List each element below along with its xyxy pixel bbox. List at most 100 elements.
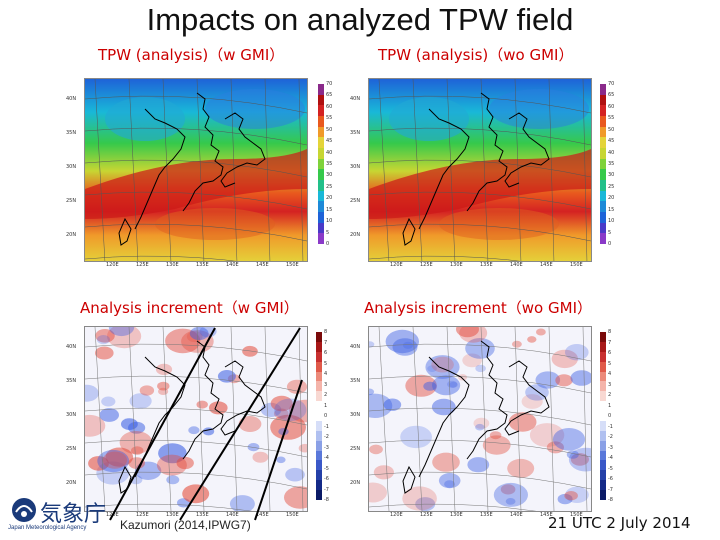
- colorbar-tick-label: -1: [608, 423, 613, 430]
- jma-logo-mark: 気象庁: [40, 502, 107, 527]
- colorbar-tick-label: -5: [608, 465, 613, 472]
- latitude-label: 30N: [350, 412, 361, 418]
- latitude-label: 35N: [66, 130, 77, 136]
- colorbar-tick-label: -3: [608, 444, 613, 451]
- colorbar-tick-label: 7: [324, 339, 328, 346]
- colorbar-tick-label: -7: [324, 486, 329, 493]
- colorbar-tick-label: 20: [608, 195, 615, 202]
- colorbar-tick-label: 45: [326, 138, 333, 145]
- longitude-label: 130E: [450, 262, 463, 268]
- colorbar-tick-label: 1: [608, 402, 612, 409]
- latitude-label: 40N: [66, 96, 77, 102]
- colorbar-tick-label: 3: [608, 381, 612, 388]
- longitude-label: 150E: [570, 512, 583, 518]
- colorbar-tick-label: 55: [326, 115, 333, 122]
- colorbar-tick-label: 5: [324, 360, 328, 367]
- colorbar-tick-label: 45: [608, 138, 615, 145]
- colorbar-tick-label: 2: [608, 392, 612, 398]
- colorbar-tick-label: 20: [326, 195, 333, 202]
- longitude-label: 130E: [450, 512, 463, 518]
- colorbar-tick-label: 15: [326, 206, 333, 213]
- latitude-label: 40N: [350, 96, 361, 102]
- increment-map-w-gmi: [84, 326, 308, 512]
- colorbar-tick-label: 30: [608, 172, 615, 179]
- longitude-label: 140E: [510, 512, 523, 518]
- longitude-label: 120E: [106, 262, 119, 268]
- longitude-label: 145E: [256, 512, 269, 518]
- colorbar-tick-label: 10: [608, 218, 615, 225]
- longitude-label: 130E: [166, 262, 179, 268]
- colorbar-tick-label: 4: [608, 371, 612, 377]
- colorbar-tick-label: 55: [608, 115, 615, 122]
- colorbar-tick-label: 35: [326, 161, 333, 167]
- colorbar-tick-label: 40: [326, 149, 333, 156]
- colorbar-tick-label: 65: [608, 92, 615, 99]
- colorbar-tick-label: 40: [608, 149, 615, 156]
- colorbar-tick-label: -4: [608, 455, 613, 461]
- latitude-label: 35N: [350, 378, 361, 384]
- longitude-label: 145E: [540, 262, 553, 268]
- tpw-colorbar-w-gmi: [318, 84, 324, 244]
- longitude-label: 145E: [540, 512, 553, 518]
- longitude-label: 120E: [390, 512, 403, 518]
- colorbar-tick-label: 10: [326, 218, 333, 225]
- colorbar-tick-label: 4: [324, 371, 328, 377]
- colorbar-tick-label: -1: [324, 423, 329, 430]
- longitude-label: 125E: [420, 262, 433, 268]
- colorbar-tick-label: 25: [326, 183, 333, 190]
- colorbar-tick-label: 50: [608, 126, 615, 133]
- colorbar-tick-label: 70: [326, 81, 333, 87]
- annotation-line: [254, 379, 303, 521]
- tpw-map-w-gmi: [84, 78, 308, 262]
- latitude-label: 20N: [66, 480, 77, 486]
- colorbar-tick-label: 1: [324, 402, 328, 409]
- increment-colorbar-w-gmi: [316, 332, 322, 500]
- colorbar-tick-label: -8: [608, 497, 613, 503]
- annotation-line: [179, 327, 301, 521]
- longitude-label: 125E: [136, 512, 149, 518]
- colorbar-tick-label: -6: [608, 476, 613, 482]
- colorbar-tick-label: 50: [326, 126, 333, 133]
- colorbar-tick-label: 3: [324, 381, 328, 388]
- annotation-line: [109, 327, 216, 521]
- colorbar-tick-label: 5: [608, 229, 612, 236]
- longitude-label: 135E: [196, 262, 209, 268]
- colorbar-tick-label: 60: [608, 103, 615, 110]
- tpw-colorbar-wo-gmi: [600, 84, 606, 244]
- latitude-label: 25N: [66, 446, 77, 452]
- latitude-label: 30N: [350, 164, 361, 170]
- longitude-label: 135E: [196, 512, 209, 518]
- longitude-label: 130E: [166, 512, 179, 518]
- panel-title-tpw-w-gmi: TPW (analysis)（w GMI）: [98, 46, 285, 64]
- colorbar-tick-label: -7: [608, 486, 613, 493]
- colorbar-tick-label: 30: [326, 172, 333, 179]
- colorbar-tick-label: 0: [324, 413, 328, 419]
- longitude-label: 140E: [226, 262, 239, 268]
- longitude-label: 135E: [480, 262, 493, 268]
- latitude-label: 20N: [66, 232, 77, 238]
- colorbar-tick-label: 0: [326, 241, 330, 247]
- latitude-label: 25N: [350, 446, 361, 452]
- colorbar-tick-label: 35: [608, 161, 615, 167]
- credit: Kazumori (2014,IPWG7): [120, 518, 251, 532]
- longitude-label: 150E: [570, 262, 583, 268]
- longitude-label: 125E: [420, 512, 433, 518]
- colorbar-tick-label: -2: [608, 434, 613, 440]
- longitude-label: 120E: [390, 262, 403, 268]
- longitude-label: 150E: [286, 262, 299, 268]
- colorbar-tick-label: 8: [608, 329, 612, 335]
- colorbar-tick-label: 0: [608, 413, 612, 419]
- colorbar-tick-label: -6: [324, 476, 329, 482]
- colorbar-tick-label: 8: [324, 329, 328, 335]
- longitude-label: 140E: [510, 262, 523, 268]
- slide-title: Impacts on analyzed TPW field: [146, 2, 574, 37]
- jma-emblem-icon: [12, 498, 36, 522]
- colorbar-tick-label: 60: [326, 103, 333, 110]
- latitude-label: 35N: [66, 378, 77, 384]
- latitude-label: 20N: [350, 232, 361, 238]
- colorbar-tick-label: 0: [608, 241, 612, 247]
- colorbar-tick-label: 6: [608, 350, 612, 356]
- colorbar-tick-label: 5: [326, 229, 330, 236]
- latitude-label: 30N: [66, 412, 77, 418]
